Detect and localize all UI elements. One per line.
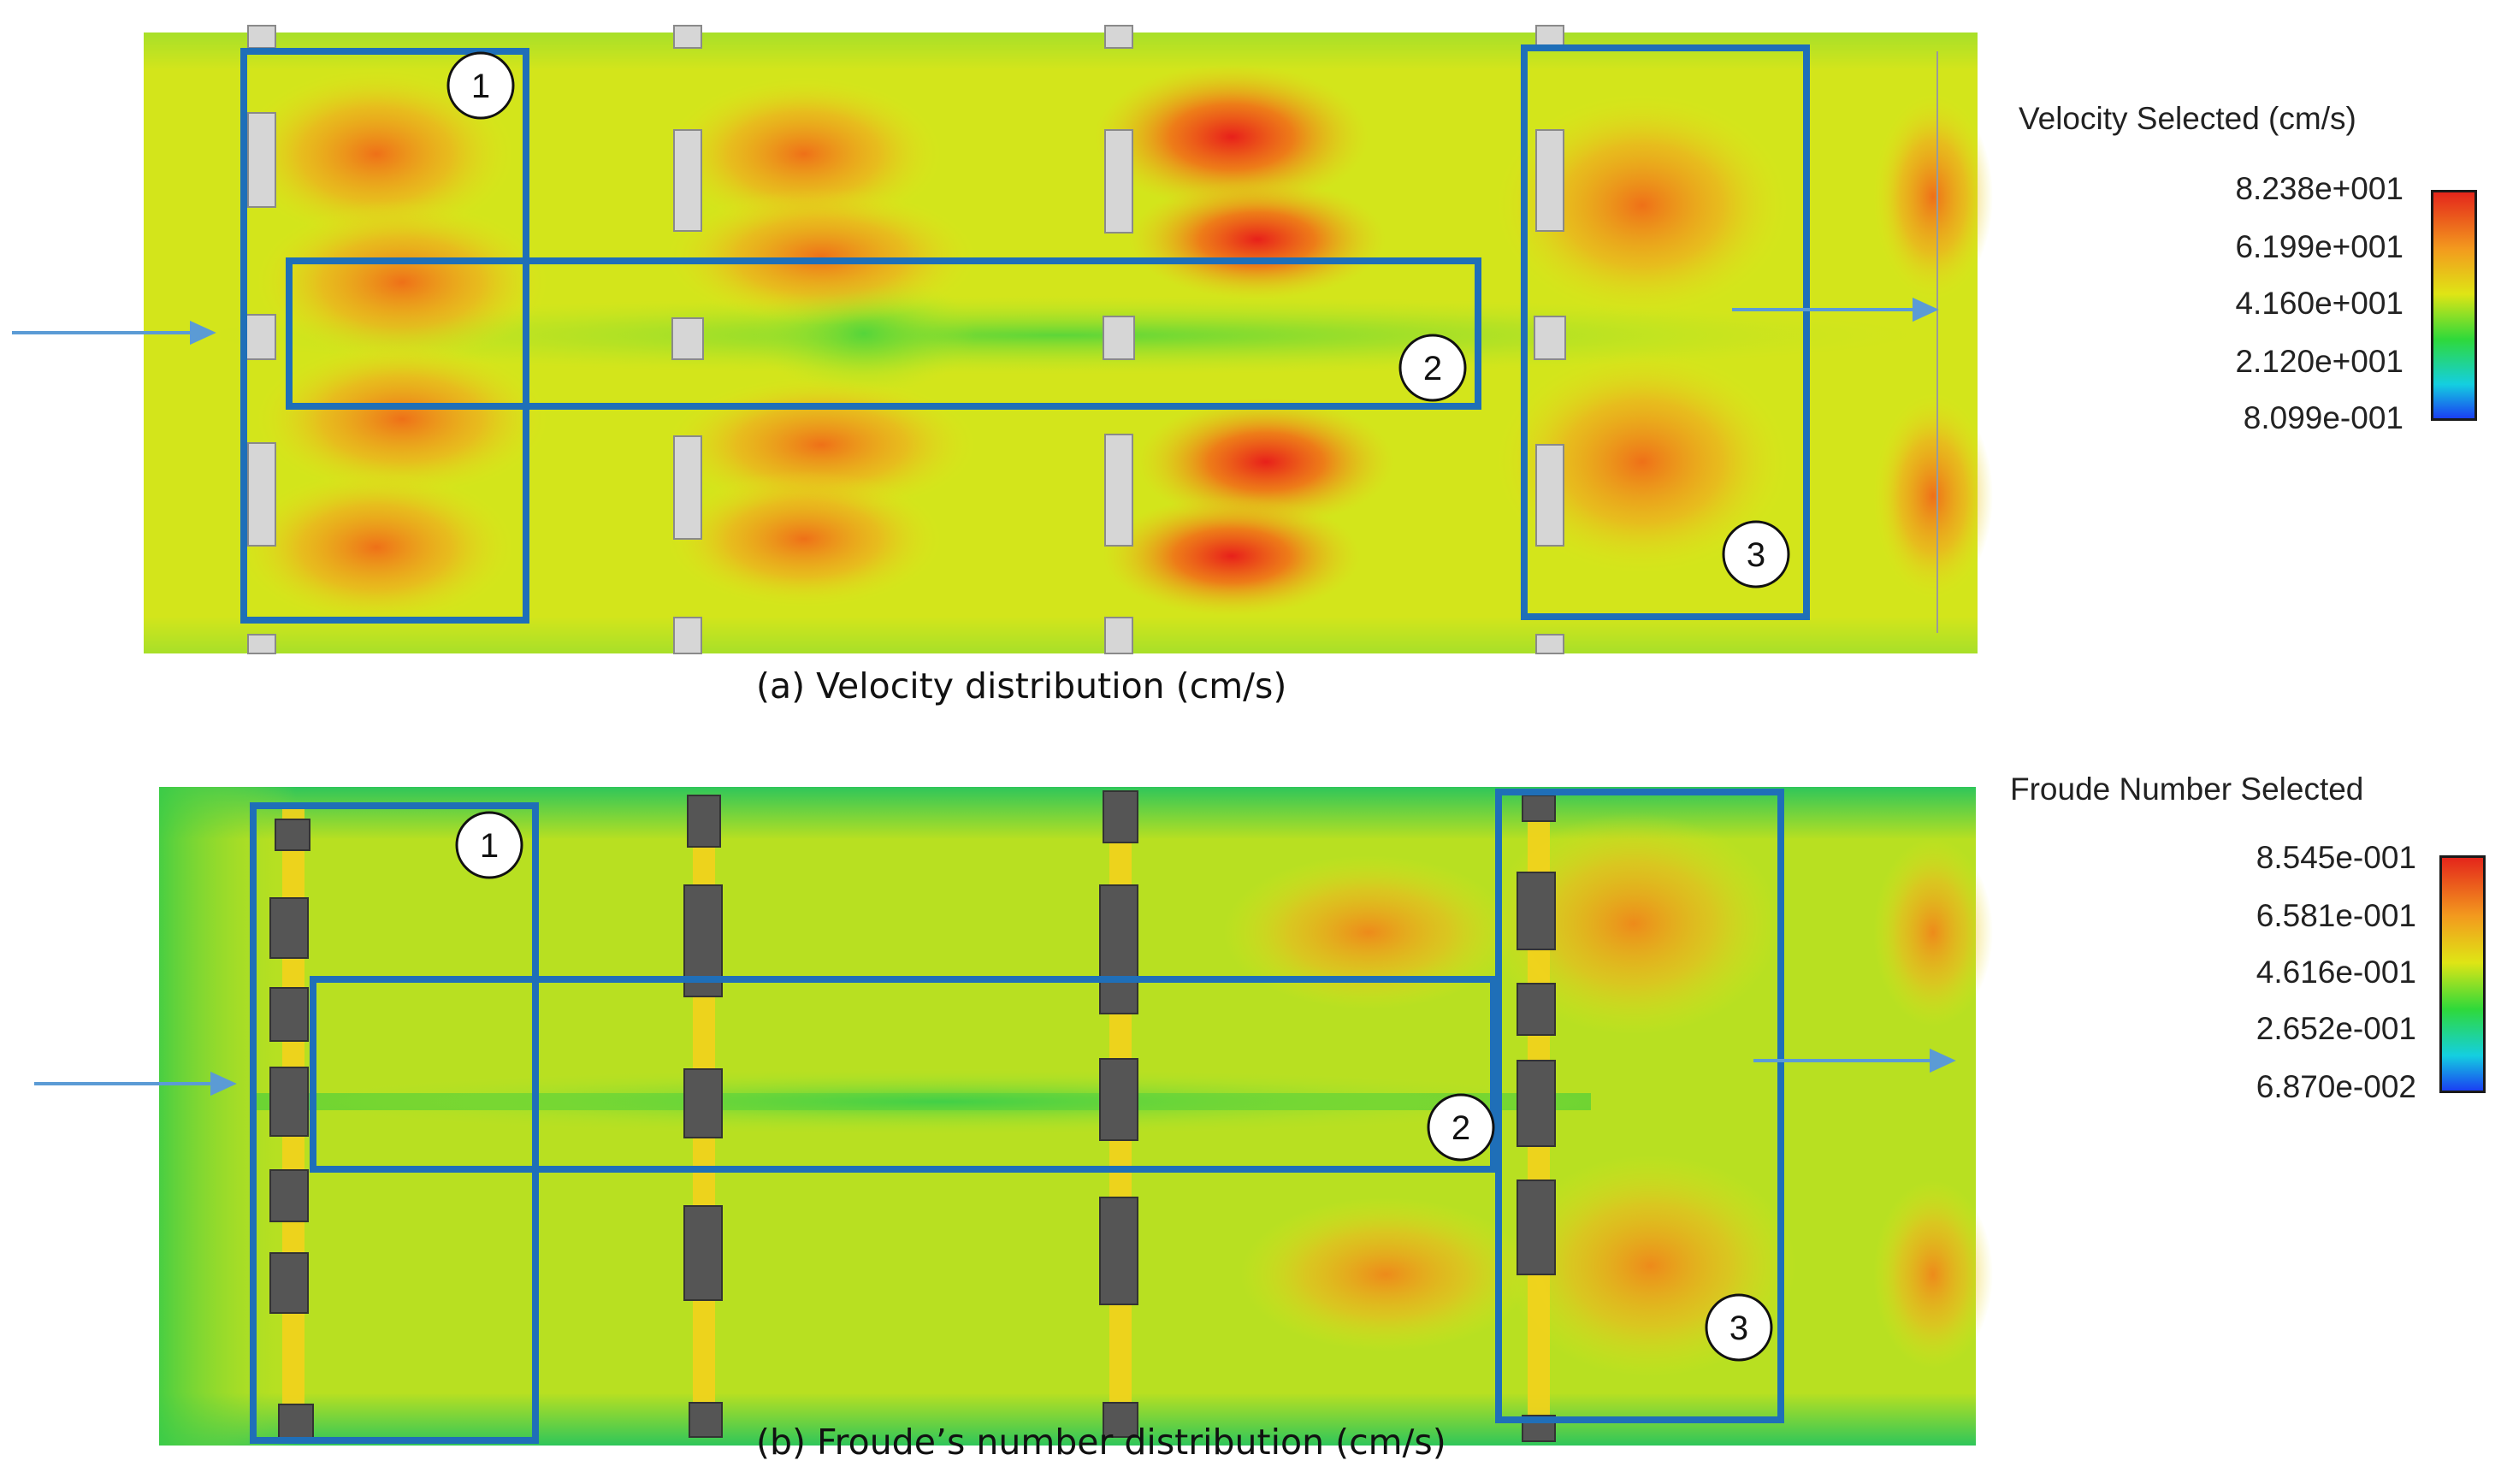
velocity-colorbar: [2431, 190, 2477, 421]
velocity-legend-tick: 8.099e-001: [2243, 400, 2403, 435]
zone-3-box: [1521, 44, 1810, 620]
velocity-legend-tick: 8.238e+001: [2235, 171, 2403, 206]
panel-froude: 1 2 3 Froude Number Selected 8.545e-001 …: [0, 744, 2501, 1484]
zone-3-marker: 3: [1722, 520, 1790, 588]
zone-2-marker: 2: [1427, 1093, 1495, 1162]
velocity-legend-title: Velocity Selected (cm/s): [2019, 101, 2356, 136]
froude-legend-title: Froude Number Selected: [2010, 772, 2364, 807]
zone-3-label: 3: [1747, 536, 1765, 574]
froude-legend-tick: 6.870e-002: [2256, 1069, 2416, 1104]
froude-colorbar: [2439, 855, 2486, 1093]
zone-2-box: [286, 257, 1481, 410]
zone-1-box: [250, 802, 539, 1444]
zone-1-marker: 1: [446, 51, 515, 120]
velocity-legend-tick: 2.120e+001: [2235, 344, 2403, 379]
zone-1-label: 1: [480, 827, 499, 865]
froude-legend-tick: 4.616e-001: [2256, 955, 2416, 990]
froude-legend-tick: 6.581e-001: [2256, 898, 2416, 933]
zone-3-label: 3: [1729, 1310, 1748, 1347]
zone-2-label: 2: [1423, 350, 1442, 387]
froude-legend-tick: 8.545e-001: [2256, 840, 2416, 875]
zone-3-box: [1495, 789, 1784, 1423]
velocity-legend-tick: 6.199e+001: [2235, 229, 2403, 264]
velocity-field-diagram: 1 2 3: [12, 25, 1993, 654]
zone-2-label: 2: [1452, 1109, 1470, 1147]
velocity-legend-tick: 4.160e+001: [2235, 286, 2403, 321]
froude-caption: (b) Froude’s number distribution (cm/s): [756, 1422, 1446, 1463]
froude-field-diagram: 1 2 3: [34, 787, 1993, 1446]
zone-1-marker: 1: [455, 811, 523, 879]
panel-velocity: 1 2 3 Velocity Selected (cm/s) 8.238e+00…: [0, 0, 2501, 710]
zone-3-marker: 3: [1705, 1293, 1773, 1362]
zone-2-box: [310, 976, 1497, 1173]
velocity-caption: (a) Velocity distribution (cm/s): [756, 665, 1287, 707]
zone-1-box: [240, 48, 529, 624]
froude-legend-tick: 2.652e-001: [2256, 1011, 2416, 1046]
zone-2-marker: 2: [1398, 334, 1467, 402]
zone-1-label: 1: [471, 68, 490, 105]
